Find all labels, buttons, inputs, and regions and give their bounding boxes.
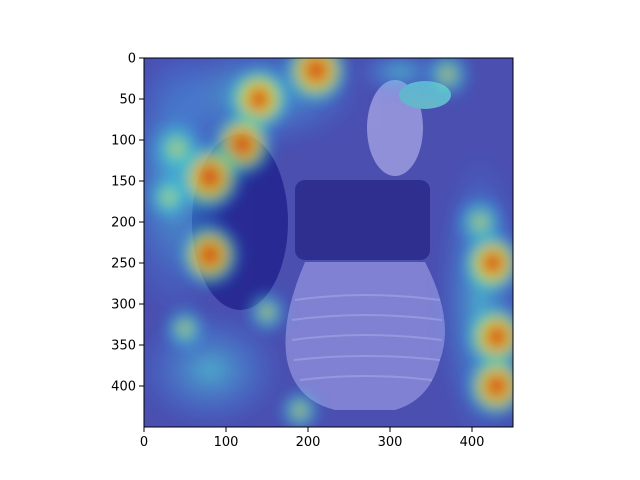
x-tick-label-4: 400 [460, 435, 485, 450]
hotspot-14 [244, 288, 290, 337]
y-tick-label-1: 50 [119, 93, 136, 108]
x-tick-label-1: 100 [214, 435, 239, 450]
x-tick-label-2: 200 [296, 435, 321, 450]
y-tick-label-8: 400 [111, 380, 136, 395]
lamp-cap [295, 180, 430, 260]
hotspot-11 [144, 172, 193, 223]
hotspot-0 [280, 58, 353, 109]
hotspot-4 [175, 219, 244, 291]
y-tick-label-5: 250 [111, 257, 136, 272]
y-tick-label-3: 150 [111, 175, 136, 190]
hotspot-9 [421, 58, 474, 102]
y-tick-label-0: 0 [128, 52, 136, 67]
y-tick-label-6: 300 [111, 298, 136, 313]
y-tick-label-7: 350 [111, 339, 136, 354]
hotspot-8 [147, 117, 207, 180]
x-axis: 0 100 200 300 400 [140, 427, 485, 450]
hotspot-13 [161, 303, 209, 354]
y-tick-label-4: 200 [111, 216, 136, 231]
hotspot-10 [453, 193, 508, 251]
y-tick-label-2: 100 [111, 134, 136, 149]
hotspot-12 [277, 386, 323, 427]
x-tick-label-3: 300 [378, 435, 403, 450]
heatmap-image [144, 58, 513, 427]
x-tick-label-0: 0 [140, 435, 148, 450]
hotspot-layer [144, 58, 513, 427]
plot-frame [143, 57, 514, 428]
hotspot-7 [462, 350, 513, 422]
y-axis: 0 50 100 150 200 250 300 350 400 [111, 52, 144, 395]
